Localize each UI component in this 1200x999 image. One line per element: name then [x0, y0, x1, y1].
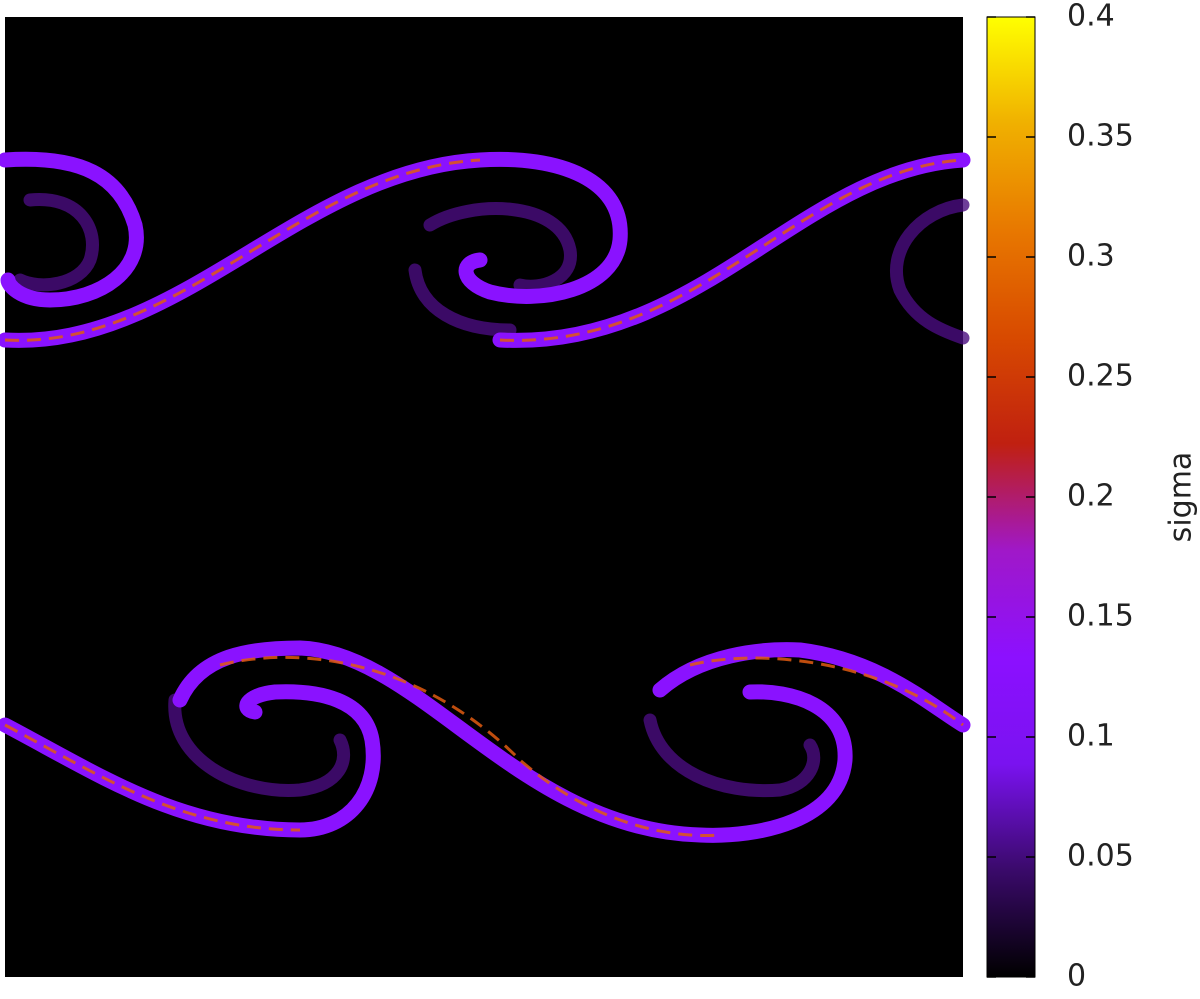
field [0, 151, 971, 843]
tick-label: 0 [1067, 959, 1086, 994]
tick-label: 0.2 [1067, 479, 1115, 514]
tick-label: 0.05 [1067, 839, 1134, 874]
colorbar-label: sigma [1164, 452, 1199, 543]
tick-label: 0.1 [1067, 719, 1115, 754]
tick-label: 0.35 [1067, 119, 1134, 154]
tick-label: 0.4 [1067, 0, 1115, 34]
tick-label: 0.3 [1067, 239, 1115, 274]
tick-label: 0.15 [1067, 599, 1134, 634]
tick-label: 0.25 [1067, 359, 1134, 394]
